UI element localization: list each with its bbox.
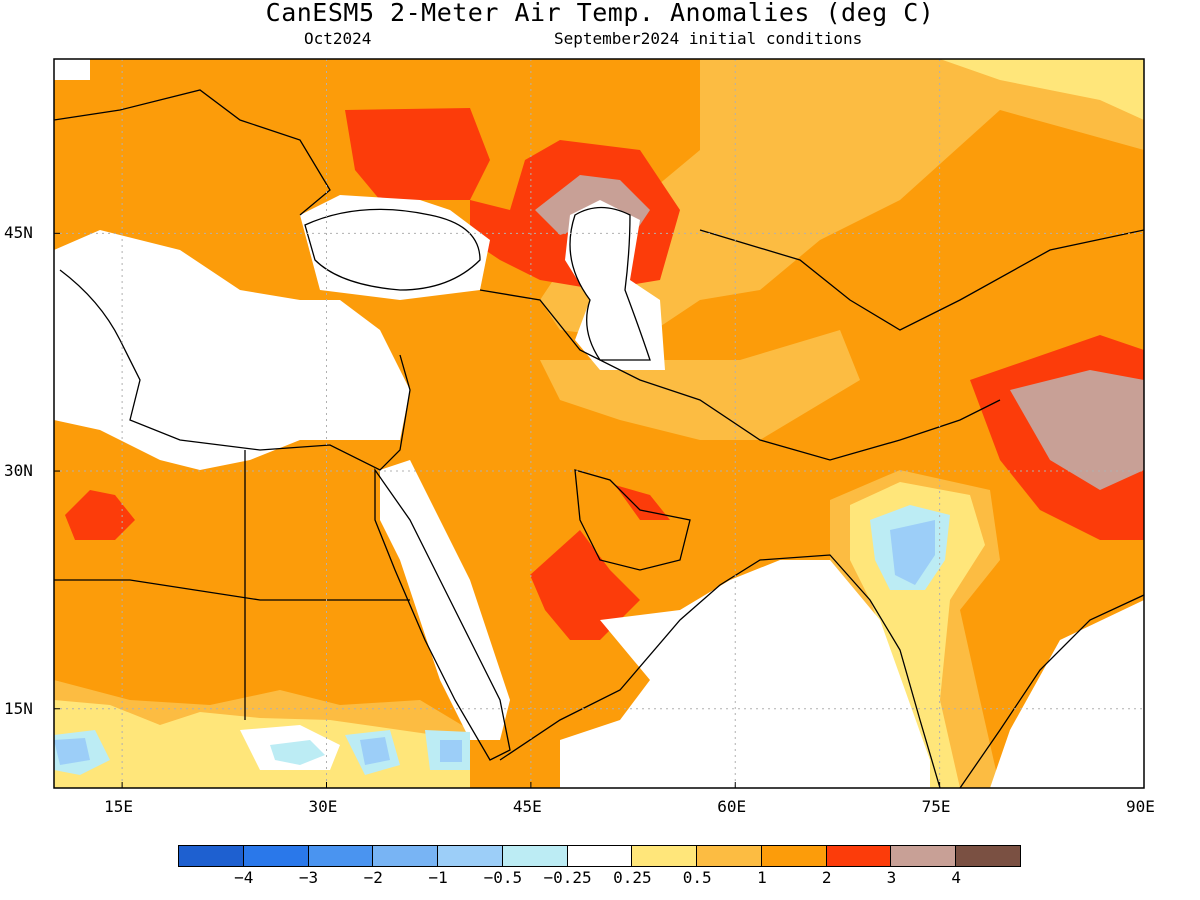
field-level-neg-1-india: [890, 520, 935, 585]
colorbar-swatch: [178, 845, 244, 867]
field-neutral-nw: [54, 59, 90, 80]
lat-tick-label: 45N: [4, 223, 33, 243]
field-neutral-bay-of-bengal: [990, 600, 1144, 788]
colorbar-swatch: [566, 845, 633, 867]
lat-tick-label: 30N: [4, 461, 33, 481]
colorbar-label: 3: [886, 868, 897, 887]
lat-tick-label: 15N: [4, 698, 33, 718]
mediterranean-coast: [59, 269, 411, 471]
lon-tick-label: 45E: [512, 797, 542, 816]
caspian-sea-coast: [569, 206, 651, 361]
field-level-2-3-arabia: [530, 530, 640, 640]
arabian-sea-coast: [499, 554, 941, 788]
europe-borders: [54, 89, 331, 216]
field-level-2-3-libya: [65, 490, 135, 540]
colorbar-label: 1: [757, 868, 767, 887]
middle-east-borders: [479, 289, 1001, 461]
colorbar-swatch: [696, 845, 762, 867]
colorbar-label: −2: [363, 868, 383, 887]
field-level-neg-1-eritrea: [360, 737, 390, 765]
field-neutral-black-sea: [300, 195, 490, 300]
colorbar-swatch: [242, 845, 309, 867]
field-level-3-4-tibet: [1010, 370, 1144, 490]
init-conditions-label: September2024 initial conditions: [554, 29, 863, 48]
colorbar-label: 4: [951, 868, 962, 887]
lon-tick-label: 75E: [921, 797, 951, 816]
field-level-2-3-gulf: [615, 485, 670, 520]
africa-borders: [54, 579, 410, 601]
field-neutral-red-sea: [380, 460, 510, 740]
map-frame: [53, 58, 1145, 789]
colorbar-label: −1: [428, 868, 448, 887]
colorbar-swatch: [760, 845, 827, 867]
lon-tick-label: 15E: [104, 797, 134, 816]
field-neutral-caspian: [565, 200, 665, 370]
colorbar-swatch: [631, 845, 698, 867]
lon-tick-label: 60E: [717, 797, 747, 816]
colorbar-swatch: [501, 845, 568, 867]
central-asia-borders: [699, 229, 1144, 331]
anomaly-field: [54, 59, 1144, 788]
bay-of-bengal-coast: [959, 594, 1144, 788]
field-level-0.5-1-central-asia: [540, 59, 1144, 340]
field-level-neg-1-ethiopia: [440, 740, 462, 762]
axis-ticks: [54, 232, 1145, 788]
field-level-0.5-1-iran: [540, 330, 860, 440]
colorbar-labels: −4 −3 −2 −1 −0.5 −0.25 0.25 0.5 1 2 3 4: [0, 868, 1200, 892]
red-sea-coast: [374, 467, 511, 761]
colorbar-swatch: [307, 845, 374, 867]
field-neutral-mediterranean: [54, 230, 410, 470]
lon-tick-label: 90E: [1126, 797, 1155, 816]
field-level-0.25-0.5-north: [940, 59, 1144, 120]
coastlines: [54, 89, 1144, 788]
lon-tick-label: 30E: [308, 797, 338, 816]
colorbar-label: 2: [821, 868, 832, 887]
field-level-neg-0.5-sudan: [270, 740, 325, 765]
colorbar-label: −0.25: [543, 868, 592, 887]
colorbar-label: −3: [298, 868, 319, 887]
colorbar-swatch: [437, 845, 503, 867]
valid-month-label: Oct2024: [304, 29, 372, 48]
colorbar-label: 0.25: [613, 868, 652, 887]
persian-gulf-coast: [574, 469, 691, 571]
colorbar-label: −4: [234, 868, 254, 887]
chart-title: CanESM5 2-Meter Air Temp. Anomalies (deg…: [265, 0, 935, 27]
gridlines: [54, 59, 1144, 788]
black-sea-coast: [304, 208, 481, 291]
colorbar-swatch: [372, 845, 439, 867]
field-level-neg-1-chad: [54, 738, 90, 765]
colorbar-swatch: [825, 845, 892, 867]
colorbar-swatch: [890, 845, 957, 867]
colorbar-swatch: [955, 845, 1021, 867]
colorbar: [178, 845, 1021, 867]
colorbar-label: 0.5: [682, 868, 712, 887]
colorbar-label: −0.5: [483, 868, 523, 887]
field-neutral-arabian-sea: [560, 560, 930, 788]
